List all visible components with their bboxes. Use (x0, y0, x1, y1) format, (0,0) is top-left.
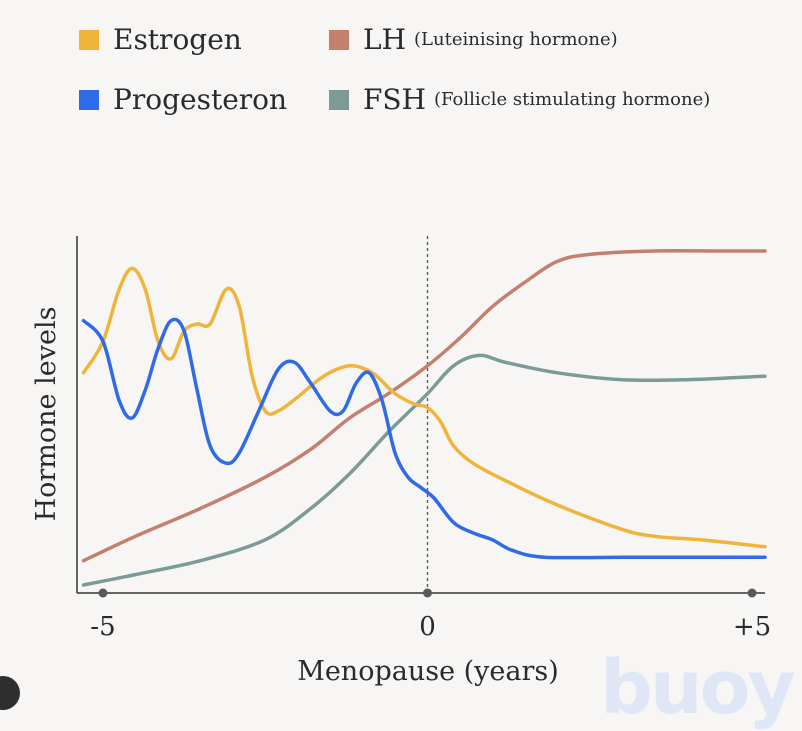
legend-label-progesteron: Progesteron (113, 83, 288, 116)
legend-label-fsh: FSH (363, 83, 427, 116)
x-tick-label: -5 (90, 612, 115, 642)
legend-swatch-lh (329, 29, 349, 50)
legend-sublabel-fsh: (Follicle stimulating hormone) (434, 89, 711, 110)
x-tick-mark (422, 588, 432, 598)
legend-item-progesteron: Progesteron (79, 83, 287, 116)
x-tick-label: 0 (419, 612, 436, 642)
legend-swatch-estrogen (79, 29, 99, 50)
series-line-estrogen (81, 266, 767, 549)
x-tick-label: +5 (733, 612, 771, 642)
x-tick-group: -5 0 +5 (90, 588, 771, 642)
legend-label-estrogen: Estrogen (113, 23, 242, 56)
legend-swatch-progesteron (79, 89, 99, 110)
x-tick-mark (747, 588, 757, 598)
legend-sublabel-lh: (Luteinising hormone) (414, 29, 618, 50)
series-line-fsh (81, 353, 767, 587)
legend: Estrogen LH (Luteinising hormone) Proges… (0, 0, 802, 130)
series-line-lh (81, 248, 767, 563)
y-axis-label: Hormone levels (31, 307, 62, 522)
legend-item-fsh: FSH (Follicle stimulating hormone) (329, 83, 710, 116)
series-group (81, 248, 767, 587)
watermark-logo: buoy (600, 645, 796, 731)
legend-item-lh: LH (Luteinising hormone) (329, 23, 618, 56)
x-tick-mark (98, 588, 108, 598)
legend-label-lh: LH (363, 23, 407, 56)
legend-item-estrogen: Estrogen (79, 23, 242, 56)
corner-dot-icon (0, 676, 20, 710)
legend-swatch-fsh (329, 89, 349, 110)
series-line-progesteron (81, 317, 767, 560)
x-axis-label: Menopause (years) (297, 656, 559, 687)
hormone-chart: -5 0 +5 Menopause (years) Hormone levels (31, 236, 771, 687)
